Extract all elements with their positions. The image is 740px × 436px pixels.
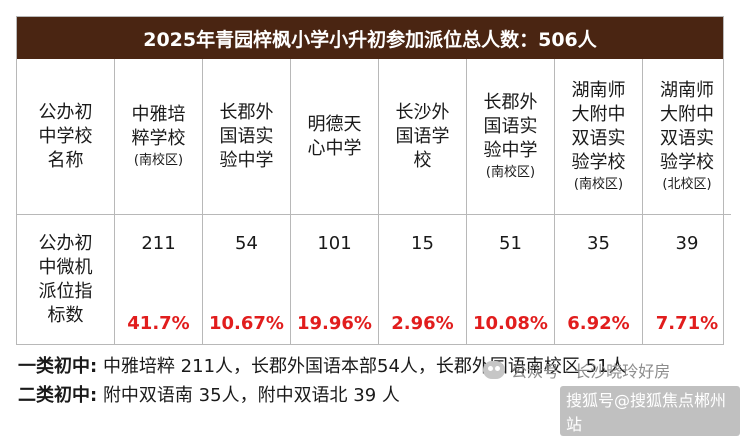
school-name-line: 长郡外: [219, 101, 274, 123]
row-label-line: 标数: [47, 304, 84, 326]
quota-cell: 51 10.08%: [467, 215, 555, 344]
quota-cell: 211 41.7%: [115, 215, 203, 344]
sohu-watermark: 搜狐号@搜狐焦点郴州站: [560, 386, 740, 436]
school-name-line: 长沙外: [395, 101, 450, 123]
quota-count: 54: [235, 233, 258, 254]
row-label-line: 中微机: [38, 256, 93, 278]
school-header-cell: 长沙外 国语学校: [379, 59, 467, 215]
quota-count: 39: [675, 233, 699, 254]
school-name-line: 校: [413, 149, 432, 171]
school-name-line: 大附中: [571, 103, 626, 125]
footer-line-2: 二类初中: 附中双语南 35人，附中双语北 39 人: [18, 381, 400, 407]
school-name-line: 国语实: [219, 125, 274, 147]
quota-cell: 54 10.67%: [203, 215, 291, 344]
school-name-line: 大附中: [660, 103, 714, 125]
school-name-line: 验中学: [483, 139, 538, 161]
quota-percentage: 6.92%: [567, 313, 630, 334]
quota-cell: 101 19.96%: [291, 215, 379, 344]
row-label-cell: 公办初 中微机 派位指 标数: [17, 215, 115, 344]
school-header-cell: 长郡外 国语实 验中学 (南校区): [467, 59, 555, 215]
quota-count: 211: [141, 233, 176, 254]
school-name-line: 验学校: [660, 151, 714, 173]
campus-label: (南校区): [573, 176, 624, 192]
school-header-cell: 中雅培 粹学校 (南校区): [115, 59, 203, 215]
campus-label: (南校区): [485, 164, 536, 180]
school-name-line: 心中学: [307, 137, 362, 159]
school-name-line: 中雅培: [131, 103, 186, 125]
quota-cell: 39 7.71%: [643, 215, 731, 344]
school-name-line: 验学校: [571, 151, 626, 173]
school-name-line: 湖南师: [571, 79, 626, 101]
school-name-line: 明德天: [307, 113, 362, 135]
quota-count: 51: [499, 233, 522, 254]
school-header-cell: 湖南师 大附中 双语实 验学校 (南校区): [555, 59, 643, 215]
school-name-line: 湖南师: [660, 79, 714, 101]
school-name-line: 验中学: [219, 149, 274, 171]
row-label-line: 派位指: [38, 280, 93, 302]
school-name-line: 双语实: [571, 127, 626, 149]
quota-percentage: 7.71%: [655, 313, 719, 334]
table-grid: 公办初 中学校 名称 中雅培 粹学校 (南校区) 长郡外 国语实 验中学 明德天 心中学 长沙外…: [17, 59, 731, 344]
header-label-line: 中学校: [38, 125, 93, 147]
quota-percentage: 19.96%: [297, 313, 372, 334]
wechat-watermark: 公众号 · 长沙晓玲好房: [483, 358, 670, 382]
quota-cell: 15 2.96%: [379, 215, 467, 344]
wechat-watermark-text: 公众号 · 长沙晓玲好房: [511, 362, 671, 381]
header-label-line: 名称: [47, 149, 84, 171]
quota-percentage: 41.7%: [127, 313, 190, 334]
quota-percentage: 10.67%: [209, 313, 284, 334]
campus-label: (北校区): [662, 176, 712, 192]
quota-percentage: 10.08%: [473, 313, 548, 334]
quota-cell: 35 6.92%: [555, 215, 643, 344]
wechat-icon: [483, 361, 505, 379]
school-name-line: 长郡外: [483, 91, 538, 113]
school-name-line: 双语实: [660, 127, 714, 149]
school-name-line: 粹学校: [131, 127, 186, 149]
school-header-cell: 长郡外 国语实 验中学: [203, 59, 291, 215]
header-label-line: 公办初: [38, 101, 93, 123]
table-title: 2025年青园梓枫小学小升初参加派位总人数：506人: [17, 17, 723, 59]
school-header-cell: 湖南师 大附中 双语实 验学校 (北校区): [643, 59, 731, 215]
campus-label: (南校区): [133, 152, 184, 168]
quota-count: 101: [317, 233, 352, 254]
quota-count: 35: [587, 233, 610, 254]
school-name-line: 国语学: [395, 125, 450, 147]
school-header-cell: 明德天 心中学: [291, 59, 379, 215]
footer-line-1-label: 一类初中:: [18, 356, 98, 377]
school-name-line: 国语实: [483, 115, 538, 137]
header-label-cell: 公办初 中学校 名称: [17, 59, 115, 215]
footer-line-2-label: 二类初中:: [18, 385, 98, 406]
allocation-table: 2025年青园梓枫小学小升初参加派位总人数：506人 公办初 中学校 名称 中雅…: [16, 16, 731, 345]
quota-count: 15: [411, 233, 434, 254]
row-label-line: 公办初: [38, 232, 93, 254]
quota-percentage: 2.96%: [391, 313, 454, 334]
footer-line-2-text: 附中双语南 35人，附中双语北 39 人: [102, 385, 400, 406]
